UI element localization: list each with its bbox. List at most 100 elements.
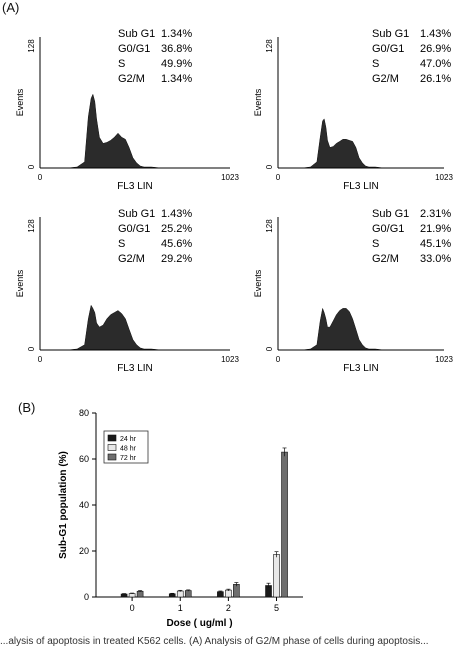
stat-value: 1.34% (161, 28, 192, 40)
x-tick-label: 0 (130, 603, 135, 613)
stat-label: S (372, 238, 379, 250)
x-tick-label: 1023 (435, 173, 453, 182)
y-axis-label: Events (253, 88, 263, 116)
y-axis-label: Events (15, 269, 25, 297)
bar-24-hr (265, 585, 272, 598)
legend-label: 48 hr (120, 446, 137, 453)
bar-24-hr (217, 591, 224, 598)
stat-value: 26.9% (420, 43, 451, 55)
legend-swatch (107, 444, 117, 451)
stat-label: G0/G1 (372, 43, 404, 55)
x-tick-label: 0 (38, 173, 43, 182)
stat-label: G2/M (118, 253, 145, 265)
histogram-3: 128 0 Events 0 1023 FL3 LIN Sub G1 1.43% G0/G1 25… (15, 208, 239, 374)
stat-label: G0/G1 (118, 223, 150, 235)
histogram-area (40, 304, 230, 351)
y-tick-label: 0 (265, 346, 274, 351)
y-tick-label: 20 (79, 546, 89, 556)
x-tick-label: 5 (274, 603, 279, 613)
x-tick-label: 0 (276, 173, 281, 182)
histogram-area (278, 307, 444, 351)
histogram-area (40, 93, 230, 169)
y-tick-label: 0 (265, 164, 274, 169)
legend-label: 24 hr (120, 436, 137, 443)
panel-a-label: (A) (2, 0, 20, 15)
y-tick-label: 128 (27, 219, 36, 233)
stat-value: 29.2% (161, 253, 192, 265)
stat-value: 49.9% (161, 58, 192, 70)
x-axis-label: FL3 LIN (343, 363, 379, 374)
stat-label: S (372, 58, 379, 70)
x-axis-label: FL3 LIN (117, 181, 153, 192)
histogram-area (278, 118, 444, 169)
x-tick-label: 1 (178, 603, 183, 613)
stat-value: 33.0% (420, 253, 451, 265)
stat-label: S (118, 238, 125, 250)
stat-label: G2/M (118, 73, 145, 85)
stat-value: 45.1% (420, 238, 451, 250)
histogram-2: 128 0 Events 0 1023 FL3 LIN Sub G1 1.43% G0/G1 26… (253, 28, 453, 192)
y-axis-label: Sub-G1 population (%) (58, 451, 69, 559)
stat-value: 45.6% (161, 238, 192, 250)
y-axis-label: Events (15, 88, 25, 116)
x-tick-label: 0 (276, 355, 281, 364)
y-tick-label: 80 (79, 408, 89, 418)
bar-24-hr (120, 593, 128, 598)
stat-label: G0/G1 (118, 43, 150, 55)
bar-72-hr (184, 590, 192, 598)
histogram-panels: 128 0 Events 0 1023 FL3 LIN Sub G1 1.34% G0/G1 36… (15, 28, 453, 374)
bar-48-hr (273, 554, 280, 598)
stat-value: 1.34% (161, 73, 192, 85)
y-tick-label: 128 (27, 39, 36, 53)
x-tick-label: 1023 (221, 173, 239, 182)
legend-box (103, 430, 149, 464)
x-tick-label: 1023 (221, 355, 239, 364)
stat-value: 1.43% (161, 208, 192, 220)
stat-label: G0/G1 (372, 223, 404, 235)
histogram-4: 128 0 Events 0 1023 FL3 LIN Sub G1 2.31% G0/G1 21… (253, 208, 453, 374)
y-tick-label: 128 (265, 219, 274, 233)
y-axis-label: Events (253, 269, 263, 297)
stat-label: G2/M (372, 73, 399, 85)
bar-72-hr (233, 584, 240, 598)
legend-label: 72 hr (120, 455, 137, 462)
legend-swatch (107, 434, 117, 442)
stat-label: Sub G1 (118, 28, 155, 40)
bar-72-hr (281, 451, 288, 598)
stat-label: G2/M (372, 253, 399, 265)
y-tick-label: 128 (265, 39, 274, 53)
stat-value: 2.31% (420, 208, 451, 220)
panel-b-label: (B) (18, 400, 36, 415)
stat-value: 1.43% (420, 28, 451, 40)
bar-24-hr (168, 593, 176, 598)
stat-label: Sub G1 (372, 28, 409, 40)
y-tick-label: 0 (84, 592, 89, 602)
stat-value: 36.8% (161, 43, 192, 55)
bar-chart-group: 0 20 40 60 80 Sub-G1 population (%) 0 1 2 5 Dose (… (58, 408, 303, 629)
legend-swatch (107, 453, 117, 461)
bar-48-hr (176, 590, 184, 598)
bar-48-hr (128, 593, 136, 598)
y-tick-label: 0 (27, 346, 36, 351)
x-axis-label: FL3 LIN (343, 181, 379, 192)
x-axis-label: FL3 LIN (117, 363, 153, 374)
bar-48-hr (225, 589, 232, 598)
stat-value: 47.0% (420, 58, 451, 70)
figure-caption: ...alysis of apoptosis in treated K562 c… (0, 636, 429, 647)
stat-label: Sub G1 (118, 208, 155, 220)
stat-label: S (118, 58, 125, 70)
histogram-1: 128 0 Events 0 1023 FL3 LIN Sub G1 1.34% G0/G1 36… (15, 28, 239, 192)
x-tick-label: 2 (226, 603, 231, 613)
x-tick-label: 1023 (435, 355, 453, 364)
x-axis-label: Dose ( ug/ml ) (166, 618, 232, 629)
stat-value: 21.9% (420, 223, 451, 235)
y-tick-label: 0 (27, 164, 36, 169)
y-tick-label: 40 (79, 500, 89, 510)
stat-value: 25.2% (161, 223, 192, 235)
x-tick-label: 0 (38, 355, 43, 364)
stat-label: Sub G1 (372, 208, 409, 220)
y-tick-label: 60 (79, 454, 89, 464)
stat-value: 26.1% (420, 73, 451, 85)
bar-72-hr (136, 590, 144, 598)
legend: 24 hr 48 hr 72 hr (103, 430, 149, 464)
